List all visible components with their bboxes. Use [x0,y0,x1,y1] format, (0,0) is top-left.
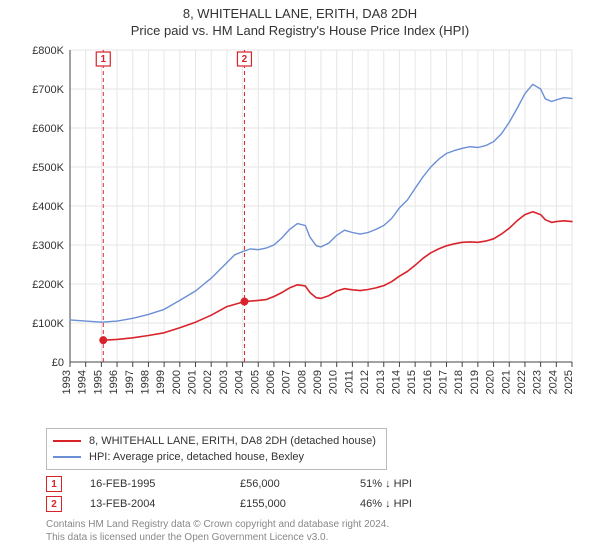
svg-text:2021: 2021 [500,370,512,394]
svg-text:£800K: £800K [32,45,64,57]
svg-text:£700K: £700K [32,84,64,96]
marker-price-2: £155,000 [240,498,360,510]
svg-text:2001: 2001 [187,370,199,394]
footer-line1: Contains HM Land Registry data © Crown c… [46,518,600,531]
svg-text:2006: 2006 [265,370,277,394]
svg-text:2019: 2019 [469,370,481,394]
svg-text:£200K: £200K [32,279,64,291]
svg-text:2024: 2024 [547,370,559,394]
chart-area: £0 £100K £200K £300K £400K £500K £600K £700K £80… [20,42,580,422]
svg-text:2025: 2025 [563,370,575,394]
svg-text:£0: £0 [52,357,64,369]
svg-text:1993: 1993 [61,370,73,394]
title-subtitle: Price paid vs. HM Land Registry's House … [0,23,600,38]
svg-text:1998: 1998 [139,370,151,394]
svg-text:2007: 2007 [281,370,293,394]
title-address: 8, WHITEHALL LANE, ERITH, DA8 2DH [0,6,600,21]
legend-row-hpi: HPI: Average price, detached house, Bexl… [53,449,376,465]
footer-line2: This data is licensed under the Open Gov… [46,531,600,544]
svg-text:1994: 1994 [77,370,89,394]
svg-text:2003: 2003 [218,370,230,394]
svg-text:2015: 2015 [406,370,418,394]
svg-text:2016: 2016 [422,370,434,394]
marker-num-2: 2 [51,499,57,510]
svg-text:2005: 2005 [249,370,261,394]
title-block: 8, WHITEHALL LANE, ERITH, DA8 2DH Price … [0,0,600,42]
marker-box-2: 2 [46,496,62,512]
legend-label-hpi: HPI: Average price, detached house, Bexl… [89,451,304,463]
footer: Contains HM Land Registry data © Crown c… [46,518,600,544]
svg-text:2010: 2010 [328,370,340,394]
marker-date-2: 13-FEB-2004 [90,498,240,510]
legend-row-property: 8, WHITEHALL LANE, ERITH, DA8 2DH (detac… [53,433,376,449]
svg-text:2014: 2014 [390,370,402,394]
legend-swatch-hpi [53,456,81,458]
svg-text:2022: 2022 [516,370,528,394]
svg-text:£300K: £300K [32,240,64,252]
svg-text:£500K: £500K [32,162,64,174]
svg-text:2004: 2004 [234,370,246,394]
marker-price-1: £56,000 [240,478,360,490]
svg-text:1997: 1997 [124,370,136,394]
marker-row-2: 2 13-FEB-2004 £155,000 46% ↓ HPI [46,496,600,512]
svg-text:2013: 2013 [375,370,387,394]
marker-hpi-2: 46% ↓ HPI [360,498,412,510]
svg-text:£400K: £400K [32,201,64,213]
marker-hpi-1: 51% ↓ HPI [360,478,412,490]
legend-box: 8, WHITEHALL LANE, ERITH, DA8 2DH (detac… [46,428,387,470]
svg-text:2018: 2018 [453,370,465,394]
marker-row-1: 1 16-FEB-1995 £56,000 51% ↓ HPI [46,476,600,492]
svg-text:2002: 2002 [202,370,214,394]
legend-swatch-property [53,440,81,442]
svg-text:1: 1 [100,54,106,65]
svg-text:1999: 1999 [155,370,167,394]
svg-text:2020: 2020 [485,370,497,394]
svg-text:2000: 2000 [171,370,183,394]
svg-text:2009: 2009 [312,370,324,394]
svg-text:2: 2 [242,54,248,65]
markers-block: 1 16-FEB-1995 £56,000 51% ↓ HPI 2 13-FEB… [46,476,600,512]
svg-text:2017: 2017 [438,370,450,394]
chart-svg: £0 £100K £200K £300K £400K £500K £600K £700K £80… [20,42,580,422]
svg-text:£100K: £100K [32,318,64,330]
legend-label-property: 8, WHITEHALL LANE, ERITH, DA8 2DH (detac… [89,435,376,447]
svg-text:2011: 2011 [343,370,355,394]
svg-text:2008: 2008 [296,370,308,394]
svg-text:2023: 2023 [532,370,544,394]
svg-text:1995: 1995 [92,370,104,394]
marker-box-1: 1 [46,476,62,492]
chart-container: 8, WHITEHALL LANE, ERITH, DA8 2DH Price … [0,0,600,544]
svg-text:1996: 1996 [108,370,120,394]
marker-num-1: 1 [51,479,57,490]
svg-text:£600K: £600K [32,123,64,135]
svg-text:2012: 2012 [359,370,371,394]
marker-date-1: 16-FEB-1995 [90,478,240,490]
